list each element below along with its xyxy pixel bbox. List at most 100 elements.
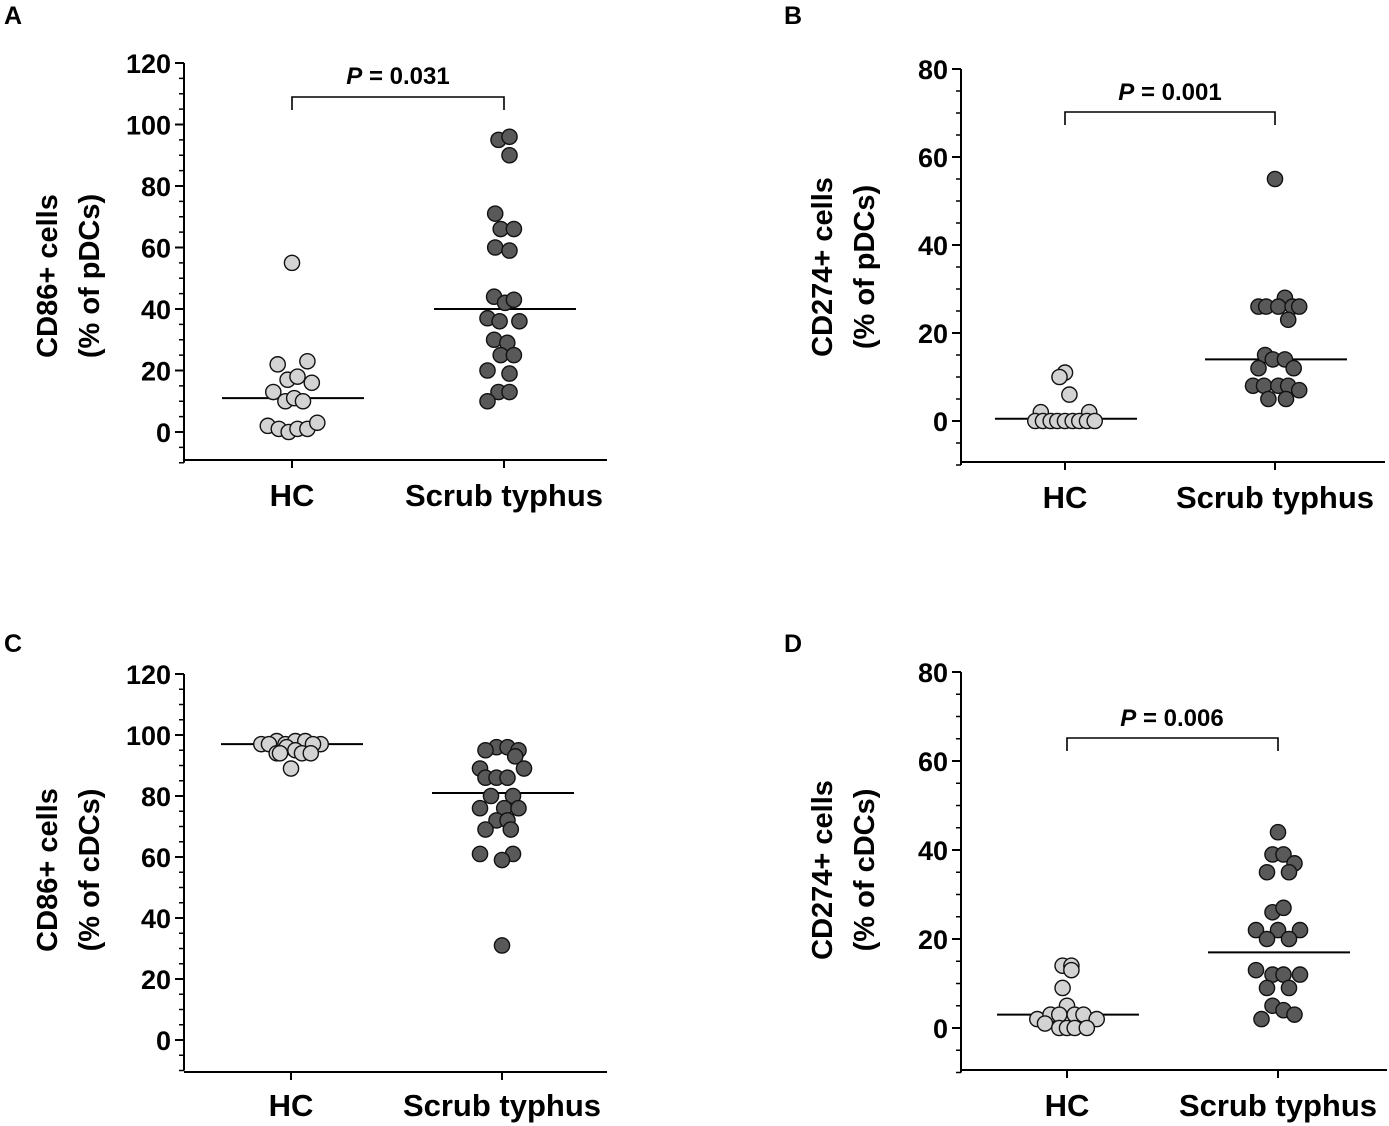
x-category-label-hc: HC (1045, 1088, 1090, 1123)
p-symbol: P (346, 63, 363, 90)
data-point-hc (1061, 386, 1078, 403)
data-point-scrub-typhus (502, 821, 520, 838)
x-category-label-scrub-typhus: Scrub typhus (403, 1088, 601, 1123)
data-point-scrub-typhus (1258, 863, 1276, 881)
data-point-hc (271, 745, 289, 762)
data-point-scrub-typhus (505, 291, 523, 309)
y-tick-label: 20 (141, 357, 171, 387)
panel-c: C CD86+ cells (% of cDCs) HC Scrub typhu… (4, 630, 607, 1123)
y-axis-label-line2: (% of cDCs) (74, 789, 106, 952)
x-category-label-hc: HC (269, 1088, 314, 1123)
data-point-hc (1036, 1015, 1054, 1032)
data-point-hc (1054, 979, 1071, 997)
y-axis-label-line1: CD274+ cells (807, 177, 839, 357)
data-point-scrub-typhus (1270, 298, 1287, 315)
y-tick-label: 0 (933, 407, 948, 437)
data-point-scrub-typhus (471, 799, 489, 817)
panel-letter: B (784, 2, 802, 30)
y-tick-label: 20 (141, 965, 171, 995)
data-point-scrub-typhus (1258, 979, 1276, 997)
data-point-scrub-typhus (505, 346, 523, 364)
y-tick-label: 0 (156, 418, 171, 448)
data-point-scrub-typhus (1247, 921, 1265, 939)
y-axis-label-line2: (% of pDCs) (74, 194, 106, 358)
data-point-scrub-typhus (1279, 311, 1297, 329)
panel-d: D CD274+ cells (% of cDCs) HC Scrub typh… (784, 630, 1387, 1123)
data-point-hc (1051, 368, 1068, 386)
data-point-scrub-typhus (491, 312, 508, 330)
x-category-label-hc: HC (270, 478, 315, 513)
significance-bracket (1064, 111, 1276, 125)
y-tick-label: 60 (918, 747, 948, 777)
panel-letter: D (784, 630, 802, 658)
data-point-scrub-typhus (1291, 921, 1309, 939)
p-value: = 0.006 (1143, 705, 1224, 732)
p-value: = 0.031 (369, 63, 450, 90)
data-point-hc (269, 356, 287, 373)
data-point-hc (289, 368, 306, 385)
panel-letter: A (4, 2, 22, 30)
data-point-hc (294, 392, 312, 410)
y-tick-label: 40 (141, 295, 171, 325)
data-point-scrub-typhus (486, 239, 504, 256)
data-point-scrub-typhus (506, 748, 524, 765)
y-tick-label: 100 (126, 721, 171, 751)
panel-letter: C (4, 630, 22, 658)
y-tick-label: 60 (141, 234, 171, 264)
data-point-scrub-typhus (493, 937, 511, 954)
x-category-label-scrub-typhus: Scrub typhus (1176, 480, 1374, 515)
data-point-hc (282, 760, 300, 777)
data-point-scrub-typhus (1275, 846, 1292, 863)
data-point-scrub-typhus (1277, 390, 1295, 408)
data-point-scrub-typhus (505, 220, 523, 238)
data-point-scrub-typhus (1291, 966, 1309, 983)
data-point-scrub-typhus (1269, 921, 1287, 939)
y-axis-label-line1: CD274+ cells (807, 780, 839, 960)
data-point-scrub-typhus (510, 799, 527, 817)
panel-b: B CD274+ cells (% of pDCs) HC Scrub typh… (784, 2, 1385, 515)
y-tick-label: 100 (126, 111, 171, 141)
data-point-scrub-typhus (1258, 930, 1276, 948)
data-point-hc (264, 383, 282, 401)
p-value-label: P = 0.006 (1120, 705, 1223, 732)
y-tick-label: 40 (918, 836, 948, 866)
data-point-hc (308, 414, 326, 432)
y-tick-label: 40 (141, 904, 171, 934)
significance-bracket (1066, 737, 1279, 751)
data-point-scrub-typhus (501, 383, 518, 401)
y-tick-label: 20 (918, 319, 948, 349)
data-point-scrub-typhus (1280, 930, 1298, 948)
y-tick-label: 40 (918, 231, 948, 261)
y-tick-label: 0 (933, 1014, 948, 1044)
data-point-scrub-typhus (501, 146, 518, 164)
y-axis-label-line2: (% of cDCs) (849, 789, 881, 952)
data-point-scrub-typhus (1247, 961, 1265, 979)
data-point-scrub-typhus (1260, 390, 1277, 408)
y-axis-label-line1: CD86+ cells (32, 194, 64, 358)
data-point-scrub-typhus (479, 362, 496, 379)
data-point-scrub-typhus (501, 128, 518, 146)
y-tick-label: 80 (141, 172, 171, 202)
y-tick-label: 60 (141, 843, 171, 873)
data-point-scrub-typhus (1290, 381, 1308, 399)
data-point-hc (299, 352, 316, 370)
data-point-scrub-typhus (501, 365, 518, 382)
data-point-scrub-typhus (511, 312, 528, 330)
y-tick-label: 80 (918, 658, 948, 688)
data-point-scrub-typhus (471, 845, 489, 863)
data-point-scrub-typhus (479, 392, 496, 410)
data-point-hc (1078, 1019, 1096, 1037)
x-category-label-scrub-typhus: Scrub typhus (1179, 1088, 1377, 1123)
data-point-scrub-typhus (499, 769, 516, 787)
data-point-scrub-typhus (486, 205, 504, 222)
data-point-hc (1063, 961, 1080, 979)
data-point-scrub-typhus (477, 741, 494, 759)
data-point-scrub-typhus (493, 851, 511, 869)
x-category-label-hc: HC (1043, 480, 1088, 515)
data-point-scrub-typhus (1285, 359, 1302, 377)
y-axis-label-line1: CD86+ cells (32, 788, 64, 952)
y-tick-label: 80 (918, 55, 948, 85)
y-tick-label: 60 (918, 143, 948, 173)
significance-bracket (291, 96, 505, 110)
